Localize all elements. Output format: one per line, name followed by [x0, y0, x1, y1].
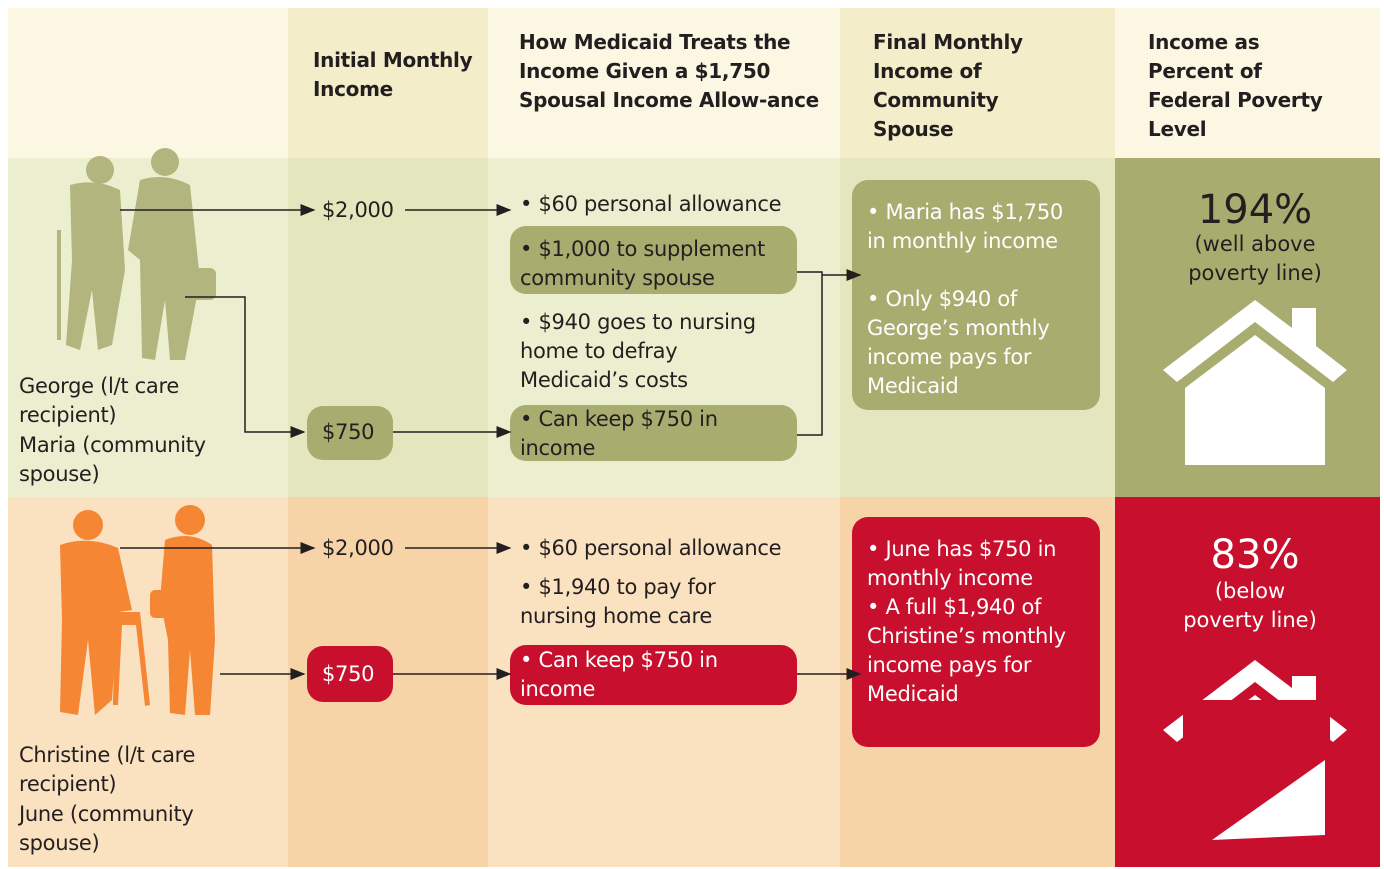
treatment-item: $60 personal allowance: [520, 190, 800, 219]
treatment-item: Can keep $750 in income: [520, 646, 750, 704]
person-label: George (l/t care recipient): [19, 372, 244, 430]
silhouette: [60, 505, 215, 715]
final-item: A full $1,940 of Christine’s monthly inc…: [867, 593, 1082, 709]
person-label: June (community spouse): [19, 800, 244, 858]
silhouette: [57, 148, 216, 360]
treatment-item: $1,000 to supplement community spouse: [520, 235, 780, 293]
house-icon: [1163, 660, 1347, 840]
treatment-item: $60 personal allowance: [520, 534, 800, 563]
percent: 194%: [1115, 187, 1384, 233]
house-icon: [1163, 300, 1347, 465]
column-header: Initial Monthly Income: [313, 46, 488, 104]
income-low: $750: [322, 660, 374, 689]
percent-note: (well above poverty line): [1170, 230, 1340, 288]
income-low: $750: [322, 418, 374, 447]
percent: 83%: [1115, 532, 1384, 578]
final-item: June has $750 in monthly income: [867, 535, 1082, 593]
column-header: How Medicaid Treats the Income Given a $…: [519, 28, 819, 115]
treatment-item: $940 goes to nursing home to defray Medi…: [520, 308, 780, 395]
treatment-item: Can keep $750 in income: [520, 405, 750, 463]
person-label: Christine (l/t care recipient): [19, 741, 244, 799]
treatment-item: $1,940 to pay for nursing home care: [520, 573, 760, 631]
final-item: Maria has $1,750 in monthly income: [867, 198, 1077, 256]
final-item: Only $940 of George’s monthly income pay…: [867, 285, 1082, 401]
person-label: Maria (community spouse): [19, 431, 244, 489]
income-high: $2,000: [322, 196, 394, 225]
percent-note: (below poverty line): [1180, 577, 1320, 635]
column-header: Income as Percent of Federal Poverty Lev…: [1148, 28, 1338, 144]
infographic: Initial Monthly Income How Medicaid Trea…: [0, 0, 1384, 869]
column-header: Final Monthly Income of Community Spouse: [873, 28, 1043, 144]
income-high: $2,000: [322, 534, 394, 563]
